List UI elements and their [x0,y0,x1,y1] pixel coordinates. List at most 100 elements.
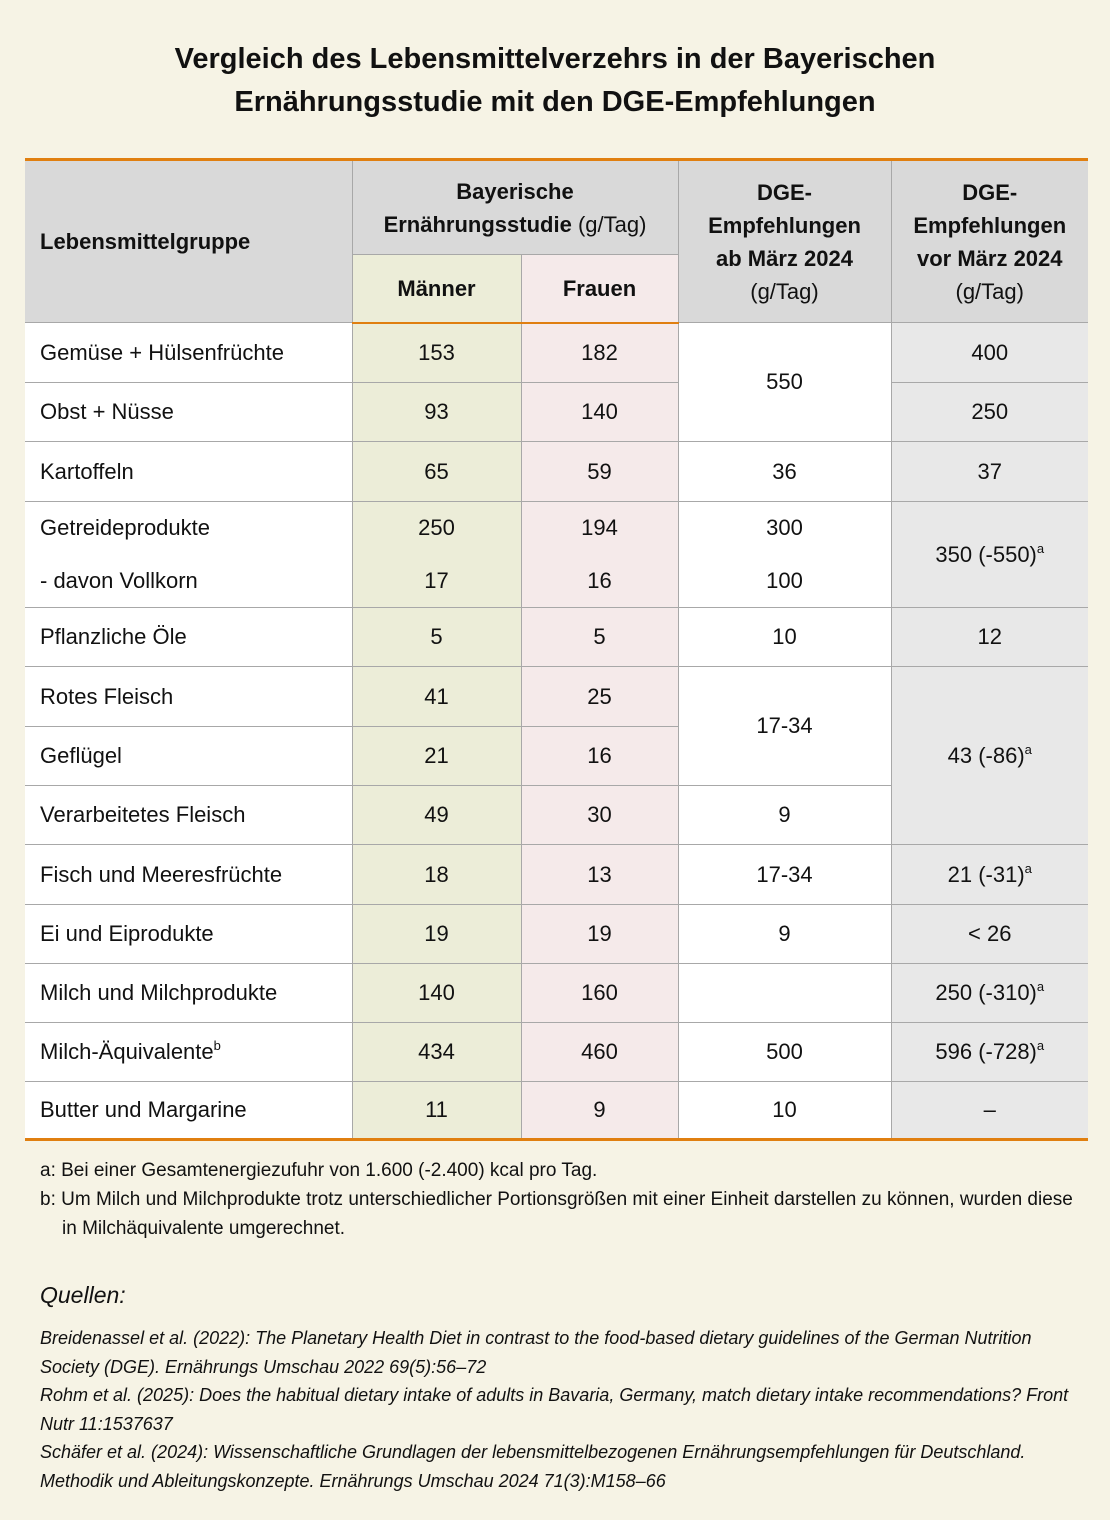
table-row: Gemüse + Hülsenfrüchte 153 182 550 400 [25,322,1088,442]
maenner-value-text: 93 [424,399,449,424]
dge-ab-value [677,963,892,1023]
header-frauen: Frauen [520,254,679,324]
dge-ab-value-text: 500 [766,1039,803,1064]
dge-ab-value: 300 [677,501,892,555]
header-dge-vor: DGE- Empfehlungen vor März 2024 (g/Tag) [890,159,1088,323]
dge-vor-value: 21 (-31)a [890,844,1088,905]
frauen-value: 16 [520,554,679,608]
footnote-marker: b [213,1038,221,1053]
sources-heading: Quellen: [40,1282,126,1308]
footnote-b: b: Um Milch und Milchprodukte trotz unte… [40,1189,1073,1239]
frauen-value-text: 25 [587,683,612,709]
frauen-value: 460 [520,1022,679,1082]
dge-ab-value: 17-34 [677,666,892,786]
maenner-value: 49 [351,785,522,845]
dge-vor-value-text: < 26 [968,921,1012,946]
dge-ab-value: 9 [677,785,892,845]
dge-ab-value: 500 [677,1022,892,1082]
dge-ab-value-text: 9 [778,921,791,946]
table-row: Getreideprodukte 250 194 300 350 (-550)a [25,501,1088,608]
header-dge-ab: DGE- Empfehlungen ab März 2024 (g/Tag) [677,159,892,323]
footnote-a: a: Bei einer Gesamtenergiezufuhr von 1.6… [40,1160,598,1181]
food-group-text: Kartoffeln [40,458,134,484]
frauen-value-text: 460 [581,1039,618,1064]
frauen-value: 13 [520,844,679,905]
dge-ab-value: 36 [677,441,892,502]
maenner-value: 434 [351,1022,522,1082]
table-row: Rotes Fleisch 41 25 17-34 43 (-86)a [25,666,1088,845]
table-row: Butter und Margarine 11 9 10 – [25,1081,1088,1140]
h: ab März 2024 [716,245,853,271]
dge-vor-value: 596 (-728)a [890,1022,1088,1082]
food-group: Geflügel [25,726,353,786]
h: vor März 2024 [916,245,1063,271]
maenner-value: 140 [351,963,522,1023]
header-study: Bayerische Ernährungsstudie (g/Tag) [351,159,679,255]
maenner-value: 21 [351,726,522,786]
food-group: Milch und Milchprodukte [25,963,353,1023]
h: Empfehlungen [708,212,861,238]
dge-vor-value: – [890,1081,1088,1140]
table-row: Pflanzliche Öle 5 5 10 12 [25,607,1088,667]
dge-vor-value-text: 400 [971,339,1009,365]
dge-vor-value-text: 37 [977,458,1002,484]
dge-ab-value-text: 9 [778,802,791,827]
frauen-value-text: 16 [587,743,612,768]
maenner-value-text: 153 [418,339,455,365]
dge-ab-value-text: 17-34 [756,713,813,738]
source-item: Rohm et al. (2025): Does the habitual di… [40,1385,1069,1434]
dge-vor-value: 250 (-310)a [890,963,1088,1023]
h-unit: (g/Tag) [955,278,1024,304]
frauen-value: 9 [520,1081,679,1140]
sources-list: Breidenassel et al. (2022): The Planetar… [40,1324,1080,1495]
maenner-value-text: 11 [425,1097,448,1122]
food-group-text: Fisch und Meeresfrüchte [40,861,283,887]
maenner-value: 250 [351,501,522,555]
maenner-value: 17 [351,554,522,608]
food-group-text: Verarbeitetes Fleisch [40,802,246,827]
food-group-text: Getreideprodukte [40,515,210,541]
footnote-marker: a [1036,540,1045,556]
dge-vor-value-text: 12 [977,624,1002,649]
page-title: Vergleich des Lebensmittelverzehrs in de… [0,38,1110,124]
dge-ab-value: 550 [677,322,892,442]
frauen-value-text: 9 [593,1097,606,1122]
source-item: Breidenassel et al. (2022): The Planetar… [40,1328,1032,1377]
dge-ab-value-text: 300 [766,515,803,541]
food-group-text: Milch und Milchprodukte [40,980,278,1005]
dge-vor-value-text: 43 (-86) [947,742,1025,768]
dge-ab-value-text: 10 [772,1097,797,1122]
title-line-2: Ernährungsstudie mit den DGE-Empfehlunge… [234,86,876,118]
frauen-value-text: 13 [587,861,612,887]
frauen-value-text: 182 [581,339,618,365]
dge-ab-value-text: 36 [772,458,797,484]
food-group: Kartoffeln [25,441,353,502]
table-row: - davon Vollkorn 17 16 100 [25,554,1088,608]
dge-vor-value: 12 [890,607,1088,667]
dge-vor-value-text: 350 (-550) [935,541,1037,567]
maenner-value-text: 21 [424,743,449,768]
h: Empfehlungen [913,212,1067,238]
dge-vor-value: 250 [890,382,1088,442]
food-group-text: Obst + Nüsse [40,399,174,424]
header-study-line2: Ernährungsstudie [383,211,572,237]
frauen-value: 140 [520,382,679,442]
maenner-value: 18 [351,844,522,905]
h: DGE- [757,179,812,205]
dge-vor-value-text: 250 [971,399,1009,424]
frauen-value-text: 160 [581,980,618,1005]
dge-vor-value: 350 (-550)a [890,501,1088,608]
table-row: Kartoffeln 65 59 36 37 [25,441,1088,502]
maenner-value-text: 5 [430,624,443,649]
maenner-value-text: 17 [424,567,449,593]
dge-vor-value-text: – [983,1097,996,1122]
table-row: Milch-Äquivalenteb 434 460 500 596 (-728)a [25,1022,1088,1082]
maenner-value: 11 [351,1081,522,1140]
frauen-value: 30 [520,785,679,845]
maenner-value-text: 41 [424,683,449,709]
maenner-value-text: 19 [424,921,449,946]
dge-vor-value: < 26 [890,904,1088,964]
header-study-line1: Bayerische [456,178,574,204]
dge-ab-value: 9 [677,904,892,964]
frauen-value-text: 16 [587,567,612,593]
